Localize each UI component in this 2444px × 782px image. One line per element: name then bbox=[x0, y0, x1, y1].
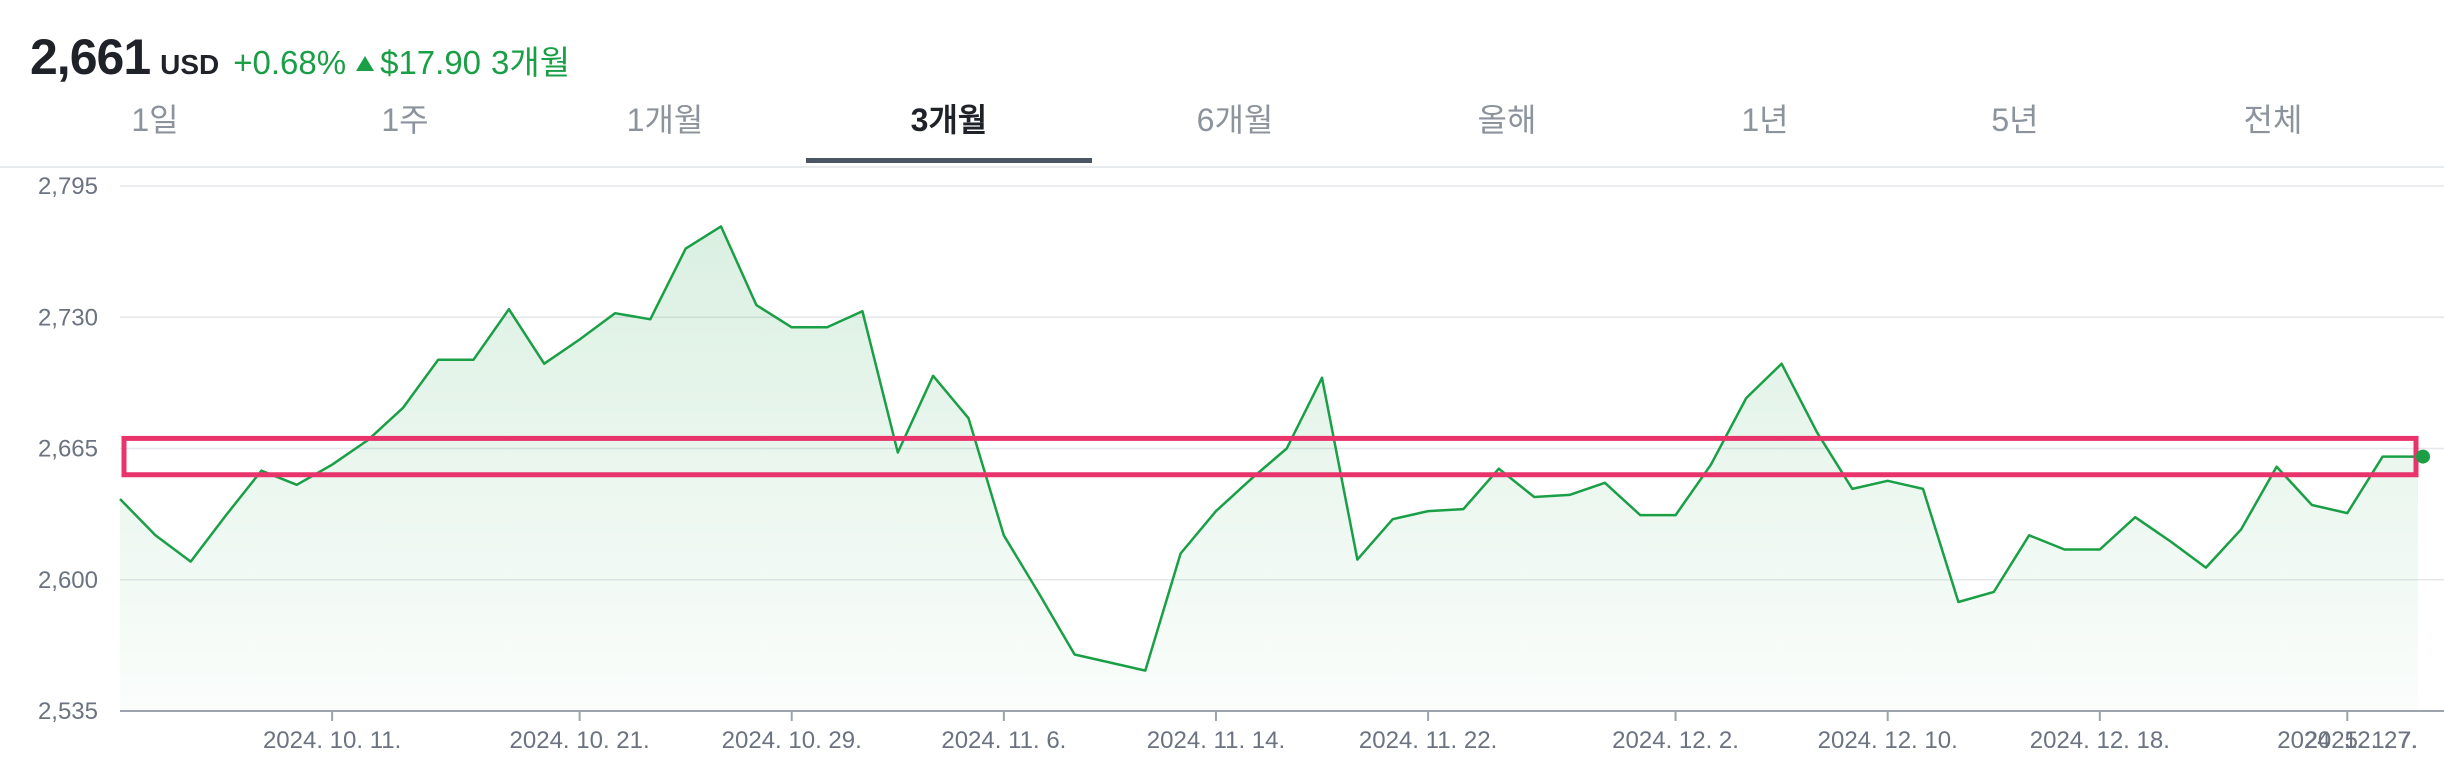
tab-3m[interactable]: 3개월 bbox=[910, 102, 988, 138]
tab-5y[interactable]: 5년 bbox=[1991, 102, 2039, 138]
x-tick-label: 2024. 10. 11. bbox=[263, 727, 401, 754]
x-tick-label: 2024. 12. 27. bbox=[2277, 727, 2417, 754]
tab-1m[interactable]: 1개월 bbox=[626, 102, 704, 138]
x-axis-labels: 2024. 10. 11. 2024. 10. 21. 2024. 10. 29. 2… bbox=[263, 727, 2418, 754]
tab-all[interactable]: 전체 bbox=[2243, 102, 2303, 138]
change-amount: $17.90 bbox=[380, 44, 482, 81]
x-tick-label: 2024. 12. 2. bbox=[1612, 727, 1739, 754]
price-area bbox=[120, 226, 2418, 711]
price-header: 2,661 USD +0.68% $17.90 3개월 bbox=[30, 28, 570, 88]
current-price: 2,661 bbox=[30, 29, 151, 85]
period-tabs: 1일 1주 1개월 3개월 6개월 올해 1년 5년 전체 bbox=[0, 92, 2444, 166]
change-period: 3개월 bbox=[491, 44, 571, 81]
price-line bbox=[119, 225, 2418, 672]
y-tick-label: 2,730 bbox=[38, 304, 98, 331]
tabs-divider bbox=[0, 166, 2444, 168]
x-tick-label: 2024. 10. 29. bbox=[722, 727, 862, 754]
x-tick-label: 2024. 12. 10. bbox=[1818, 727, 1958, 754]
tab-6m[interactable]: 6개월 bbox=[1196, 102, 1274, 138]
x-tick-label: 2024. 11. 6. bbox=[941, 727, 1066, 754]
x-tick-label: 2024. 11. 22. bbox=[1359, 727, 1497, 754]
x-tick-label: 2024. 11. 14. bbox=[1147, 727, 1285, 754]
triangle-up-icon bbox=[356, 56, 375, 71]
x-tick-label: 2024. 10. 21. bbox=[510, 727, 650, 754]
y-axis-labels: 2,795 2,730 2,665 2,600 2,535 bbox=[38, 173, 98, 725]
x-tick-label: 2025. 1. 7. bbox=[2305, 727, 2418, 754]
tab-ytd[interactable]: 올해 bbox=[1477, 102, 1537, 138]
tab-1y[interactable]: 1년 bbox=[1741, 102, 1789, 138]
change-percent: +0.68% bbox=[233, 44, 347, 81]
y-tick-label: 2,795 bbox=[38, 173, 98, 200]
x-axis-ticks bbox=[331, 711, 2349, 721]
y-tick-label: 2,600 bbox=[38, 567, 98, 594]
y-tick-label: 2,665 bbox=[38, 436, 98, 463]
y-tick-label: 2,535 bbox=[38, 698, 98, 725]
currency-label: USD bbox=[160, 49, 220, 80]
last-price-dot bbox=[2416, 449, 2430, 464]
x-tick-label: 2024. 12. 18. bbox=[2030, 727, 2170, 754]
active-tab-indicator bbox=[806, 158, 1092, 163]
tab-1d[interactable]: 1일 bbox=[131, 102, 179, 138]
tab-1w[interactable]: 1주 bbox=[381, 102, 429, 138]
